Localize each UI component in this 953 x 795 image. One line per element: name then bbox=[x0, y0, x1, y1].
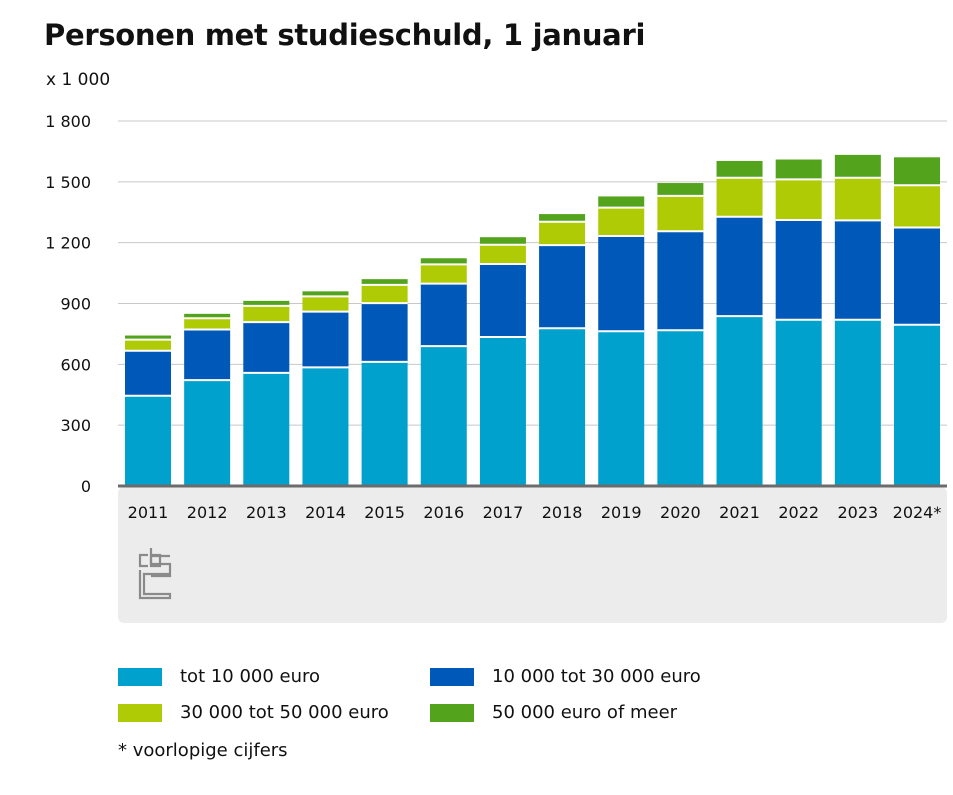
bar-segment bbox=[657, 195, 704, 232]
x-tick-label: 2016 bbox=[423, 503, 464, 522]
bar-segment bbox=[539, 245, 586, 329]
bar-segment bbox=[834, 177, 881, 221]
footnote: * voorlopige cijfers bbox=[118, 740, 288, 761]
bar-segment bbox=[657, 330, 704, 486]
bar-segment bbox=[775, 179, 822, 220]
y-axis-unit-label: x 1 000 bbox=[46, 70, 111, 90]
y-tick-label: 0 bbox=[81, 477, 91, 496]
x-tick-label: 2019 bbox=[601, 503, 642, 522]
bar-segment bbox=[184, 313, 231, 319]
y-axis-ticks: 0 300 600 900 1 200 1 500 1 800 bbox=[45, 112, 91, 496]
bar-segment bbox=[716, 316, 763, 486]
bar-segment bbox=[657, 231, 704, 331]
bar-segment bbox=[243, 300, 290, 306]
bar-segment bbox=[184, 318, 231, 330]
bar-segment bbox=[894, 324, 940, 486]
y-tick-label: 1 500 bbox=[45, 173, 91, 192]
cbs-logo-icon bbox=[138, 548, 172, 600]
bar-segment bbox=[894, 227, 940, 325]
bar-segment bbox=[361, 284, 408, 304]
bar-segment bbox=[598, 235, 645, 332]
bar-segment bbox=[420, 258, 467, 265]
bar-segment bbox=[775, 159, 822, 180]
bar-segment bbox=[243, 322, 290, 373]
legend-label: 50 000 euro of meer bbox=[492, 702, 678, 723]
bar-segment bbox=[479, 244, 526, 264]
legend-label: 10 000 tot 30 000 euro bbox=[492, 666, 701, 687]
bar-segment bbox=[302, 296, 349, 312]
bar-segment bbox=[894, 157, 940, 186]
x-tick-label: 2013 bbox=[246, 503, 287, 522]
legend-label: tot 10 000 euro bbox=[180, 666, 321, 687]
x-tick-label: 2023 bbox=[837, 503, 878, 522]
bar-segment bbox=[361, 303, 408, 362]
y-tick-label: 1 200 bbox=[45, 234, 91, 253]
x-tick-label: 2020 bbox=[660, 503, 701, 522]
bar-segment bbox=[479, 237, 526, 245]
bars bbox=[125, 154, 940, 486]
legend-swatch bbox=[118, 703, 162, 722]
x-tick-label: 2011 bbox=[128, 503, 169, 522]
bar-segment bbox=[716, 160, 763, 178]
bar-segment bbox=[775, 319, 822, 486]
bar-segment bbox=[834, 220, 881, 320]
legend-item: 50 000 euro of meer bbox=[430, 702, 677, 723]
x-tick-label: 2015 bbox=[364, 503, 405, 522]
bar-segment bbox=[539, 221, 586, 246]
bar-segment bbox=[598, 331, 645, 486]
bar-segment bbox=[657, 183, 704, 196]
bar-segment bbox=[243, 372, 290, 486]
x-tick-label: 2024* bbox=[893, 503, 942, 522]
y-tick-label: 600 bbox=[60, 355, 91, 374]
bar-segment bbox=[420, 264, 467, 284]
x-tick-label: 2018 bbox=[542, 503, 583, 522]
bar-segment bbox=[539, 214, 586, 222]
bar-segment bbox=[479, 336, 526, 486]
x-tick-label: 2012 bbox=[187, 503, 228, 522]
bar-segment bbox=[125, 395, 171, 486]
bar-segment bbox=[184, 380, 231, 486]
bar-segment bbox=[834, 319, 881, 486]
bar-segment bbox=[716, 216, 763, 317]
x-tick-label: 2017 bbox=[483, 503, 524, 522]
y-tick-label: 1 800 bbox=[45, 112, 91, 131]
bar-segment bbox=[834, 154, 881, 178]
legend-item: tot 10 000 euro bbox=[118, 666, 320, 687]
bar-segment bbox=[361, 279, 408, 285]
x-tick-label: 2022 bbox=[778, 503, 819, 522]
legend-item: 10 000 tot 30 000 euro bbox=[430, 666, 701, 687]
bar-segment bbox=[125, 335, 171, 340]
bar-segment bbox=[716, 177, 763, 217]
bar-segment bbox=[539, 328, 586, 486]
bar-segment bbox=[775, 219, 822, 320]
bar-segment bbox=[125, 339, 171, 351]
y-tick-label: 900 bbox=[60, 295, 91, 314]
bar-segment bbox=[302, 367, 349, 486]
legend-swatch bbox=[430, 703, 474, 722]
bar-segment bbox=[302, 291, 349, 297]
bar-segment bbox=[420, 283, 467, 347]
grid-lines bbox=[118, 120, 947, 426]
bar-segment bbox=[361, 361, 408, 486]
bar-segment bbox=[598, 207, 645, 236]
legend-item: 30 000 tot 50 000 euro bbox=[118, 702, 389, 723]
bar-segment bbox=[302, 311, 349, 368]
chart-title: Personen met studieschuld, 1 januari bbox=[44, 18, 646, 52]
chart-footer-panel bbox=[118, 487, 947, 623]
bar-segment bbox=[479, 263, 526, 337]
x-tick-label: 2014 bbox=[305, 503, 346, 522]
x-axis-ticks: 2011 2012 2013 2014 2015 2016 2017 2018 2019 2020… bbox=[128, 503, 942, 522]
y-tick-label: 300 bbox=[60, 416, 91, 435]
legend-swatch bbox=[430, 667, 474, 686]
bar-segment bbox=[184, 329, 231, 381]
legend-label: 30 000 tot 50 000 euro bbox=[180, 702, 389, 723]
bar-segment bbox=[894, 185, 940, 228]
legend-swatch bbox=[118, 667, 162, 686]
x-tick-label: 2021 bbox=[719, 503, 760, 522]
bar-segment bbox=[420, 346, 467, 486]
bar-segment bbox=[125, 350, 171, 396]
bar-segment bbox=[598, 196, 645, 208]
bar-segment bbox=[243, 305, 290, 323]
